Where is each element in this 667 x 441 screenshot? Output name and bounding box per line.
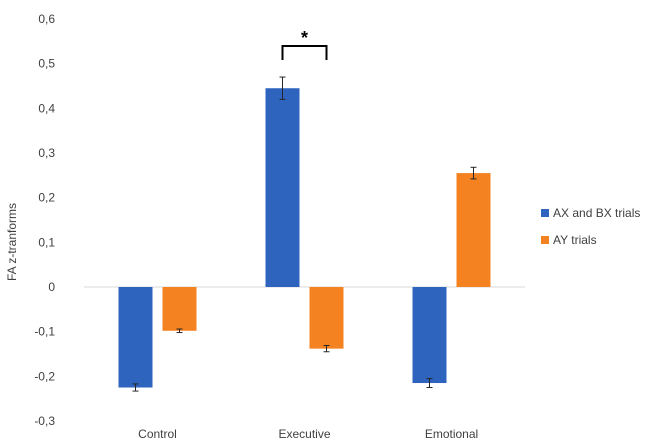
y-tick-label: 0,2	[38, 191, 55, 205]
significance-asterisk: *	[301, 28, 308, 48]
legend: AX and BX trials AY trials	[541, 206, 640, 247]
bar-executive-ax-bx	[266, 88, 300, 287]
y-tick-label: 0,4	[38, 101, 55, 115]
bars	[119, 77, 491, 391]
legend-swatch	[541, 209, 549, 217]
legend-label: AX and BX trials	[553, 206, 640, 220]
legend-label: AY trials	[553, 233, 597, 247]
bar-emotional-ax-bx	[413, 287, 447, 383]
y-tick-label: 0,3	[38, 146, 55, 160]
significance-bracket	[283, 46, 327, 60]
y-tick-label: -0,2	[34, 369, 55, 383]
y-tick-label: 0,6	[38, 12, 55, 26]
x-category-label: Emotional	[425, 427, 478, 441]
y-tick-label: -0,3	[34, 414, 55, 428]
x-category-label: Executive	[278, 427, 330, 441]
legend-swatch	[541, 236, 549, 244]
y-tick-label: 0	[48, 280, 55, 294]
annotations: *	[283, 28, 327, 60]
bar-control-ay	[163, 287, 197, 331]
y-tick-label: 0,5	[38, 57, 55, 71]
x-category-label: Control	[138, 427, 177, 441]
y-axis-title: FA z-tranforms	[5, 203, 19, 281]
y-tick-label: 0,1	[38, 235, 55, 249]
y-tick-label: -0,1	[34, 325, 55, 339]
bar-executive-ay	[310, 287, 344, 349]
bar-emotional-ay	[457, 173, 491, 287]
bar-control-ax-bx	[119, 287, 153, 388]
